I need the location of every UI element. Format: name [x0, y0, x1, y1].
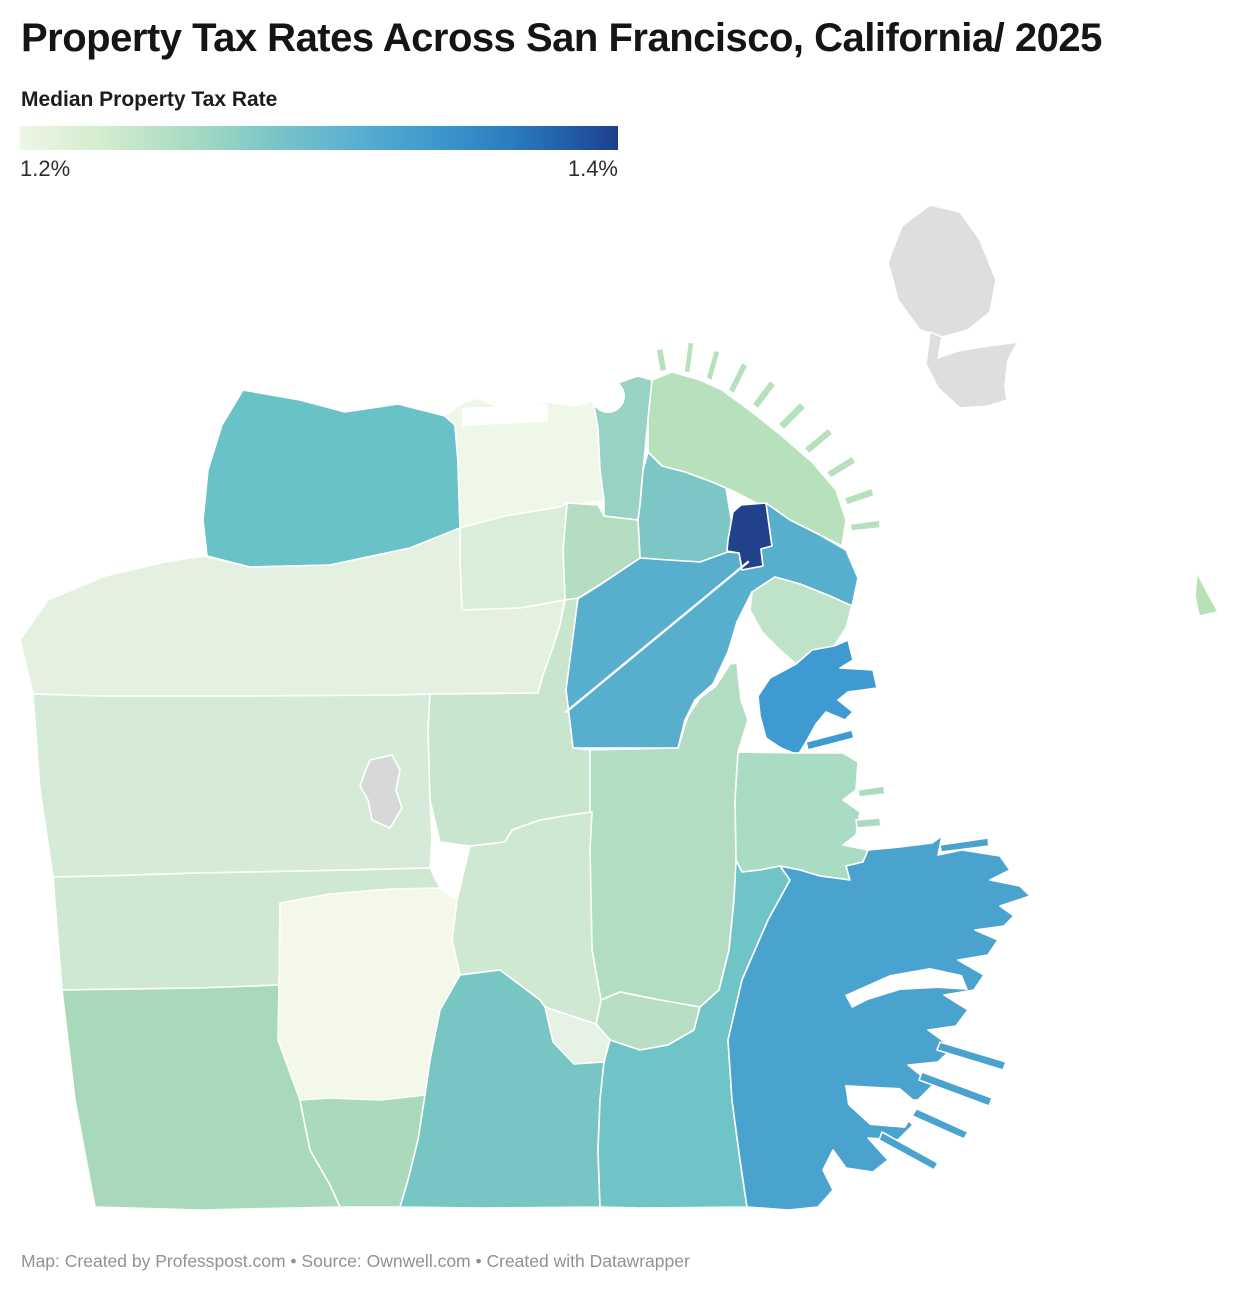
pier-15: [918, 1071, 993, 1107]
pier-2: [705, 349, 721, 382]
region-alameda-sliver[interactable]: [1194, 572, 1219, 617]
pier-1: [683, 341, 695, 374]
pier-14: [936, 1041, 1007, 1071]
region-twin-peaks[interactable]: [359, 754, 403, 829]
legend-min-value: 1.2%: [20, 156, 71, 181]
region-treasure-island[interactable]: [887, 204, 997, 338]
pier-4: [751, 379, 777, 410]
legend-scale: 1.2% 1.4%: [20, 156, 618, 182]
water-islais-creek: [845, 968, 968, 1008]
water-candlestick-cove: [845, 1085, 920, 1128]
region-bayview[interactable]: [727, 835, 1031, 1211]
pier-12: [805, 729, 855, 751]
pier-8: [843, 487, 875, 506]
legend-label: Median Property Tax Rate: [21, 88, 278, 111]
region-yerba-buena[interactable]: [925, 331, 1019, 409]
pier-11: [855, 817, 882, 829]
water-aquatic-park: [591, 379, 625, 413]
pier-5: [777, 401, 807, 431]
legend-gradient-bar: [20, 126, 618, 150]
region-outer-richmond[interactable]: [202, 389, 461, 568]
pier-7: [825, 455, 857, 479]
page-title: Property Tax Rates Across San Francisco,…: [21, 16, 1102, 60]
pier-9: [849, 519, 881, 532]
map-credit: Map: Created by Professpost.com • Source…: [21, 1251, 690, 1271]
pier-3: [727, 361, 749, 395]
pier-10: [857, 785, 886, 798]
legend-max-value: 1.4%: [567, 156, 618, 181]
pier-13: [939, 837, 990, 853]
region-soma-downtown[interactable]: [559, 502, 859, 749]
pier-6: [803, 427, 834, 455]
pier-17: [878, 1131, 939, 1171]
region-mission-bay[interactable]: [757, 639, 878, 756]
region-excelsior[interactable]: [399, 969, 605, 1209]
region-potrero[interactable]: [734, 751, 869, 881]
water-marina-harbor: [462, 404, 548, 426]
street-line-market-street: [564, 560, 750, 714]
pier-0: [655, 347, 668, 373]
